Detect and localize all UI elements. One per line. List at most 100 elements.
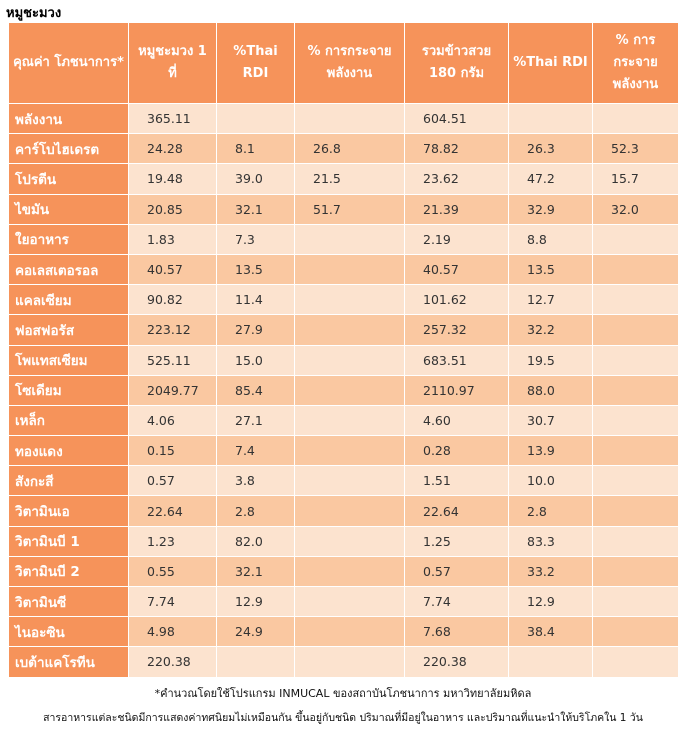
table-row: สังกะสี 0.57 3.8 1.51 10.0 [8,465,679,497]
table-cell: 20.85 [128,193,217,225]
table-row: โพแทสเซียม 525.11 15.0 683.51 19.5 [8,344,679,376]
table-cell: 4.98 [128,616,217,648]
table-cell: 1.23 [128,525,217,557]
table-cell: 83.3 [508,525,593,557]
row-label: วิตามินบี 2 [8,555,129,588]
table-cell [294,223,405,255]
table-cell: 7.74 [128,585,217,618]
table-row: คอเลสเตอรอล 40.57 13.5 40.57 13.5 [8,253,679,286]
table-row: ไขมัน 20.85 32.1 51.7 21.39 32.9 32.0 [8,193,679,225]
table-cell [592,646,679,678]
table-cell: 15.7 [592,163,679,195]
table-cell: 11.4 [216,284,295,316]
table-cell [592,465,679,497]
header-thai-rdi-with-rice: %Thai RDI [508,22,593,104]
table-cell: 90.82 [128,284,217,316]
table-cell [508,646,593,678]
row-label: ฟอสฟอรัส [8,314,129,346]
table-cell [592,435,679,467]
table-row: เหล็ก 4.06 27.1 4.60 30.7 [8,404,679,437]
table-cell: 220.38 [128,646,217,678]
table-cell: 27.9 [216,314,295,346]
header-energy-distribution: % การกระจาย พลังงาน [294,22,405,104]
table-cell: 51.7 [294,193,405,225]
header-nutrient: คุณค่า โภชนาการ* [8,22,129,104]
table-cell: 0.57 [128,465,217,497]
table-cell [592,555,679,588]
table-cell: 2.8 [216,495,295,527]
table-cell: 13.9 [508,435,593,467]
table-cell: 0.15 [128,435,217,467]
row-label: โปรตีน [8,163,129,195]
row-label: คาร์โบไฮเดรต [8,133,129,165]
row-label: ใยอาหาร [8,223,129,255]
table-cell: 26.3 [508,133,593,165]
header-row: คุณค่า โภชนาการ* หมูชะมวง 1 ที่ %Thai RD… [8,22,679,104]
row-label: แคลเซียม [8,284,129,316]
table-cell: 7.4 [216,435,295,467]
table-cell [592,585,679,618]
table-cell: 24.9 [216,616,295,648]
table-cell: 23.62 [404,163,509,195]
nutrition-table: คุณค่า โภชนาการ* หมูชะมวง 1 ที่ %Thai RD… [8,22,679,678]
table-cell: 683.51 [404,344,509,376]
table-cell: 52.3 [592,133,679,165]
table-cell: 7.3 [216,223,295,255]
table-row: เบต้าแคโรทีน 220.38 220.38 [8,646,679,678]
table-cell: 30.7 [508,404,593,437]
table-cell: 12.7 [508,284,593,316]
table-row: แคลเซียม 90.82 11.4 101.62 12.7 [8,284,679,316]
table-cell: 82.0 [216,525,295,557]
table-cell: 7.74 [404,585,509,618]
table-cell: 8.8 [508,223,593,255]
footnote-note: สารอาหารแต่ละชนิดมีการแสดงค่าทศนิยมไม่เห… [43,712,643,724]
table-cell: 19.5 [508,344,593,376]
table-cell: 1.51 [404,465,509,497]
table-cell [294,284,405,316]
row-label: พลังงาน [8,102,129,135]
table-row: วิตามินซี 7.74 12.9 7.74 12.9 [8,585,679,618]
table-cell: 88.0 [508,374,593,406]
table-cell [294,314,405,346]
header-thai-rdi: %Thai RDI [216,22,295,104]
table-row: วิตามินเอ 22.64 2.8 22.64 2.8 [8,495,679,527]
table-cell: 2110.97 [404,374,509,406]
table-cell: 13.5 [508,253,593,286]
header-with-rice: รวมข้าวสวย 180 กรัม [404,22,509,104]
table-cell: 257.32 [404,314,509,346]
table-cell: 33.2 [508,555,593,588]
table-cell: 7.68 [404,616,509,648]
table-cell: 4.60 [404,404,509,437]
header-serving: หมูชะมวง 1 ที่ [128,22,217,104]
table-cell: 22.64 [128,495,217,527]
table-cell [592,525,679,557]
table-cell: 21.39 [404,193,509,225]
table-cell [294,555,405,588]
table-cell: 1.25 [404,525,509,557]
table-cell [592,102,679,135]
table-cell [294,646,405,678]
table-cell: 525.11 [128,344,217,376]
table-cell [294,374,405,406]
table-cell: 26.8 [294,133,405,165]
row-label: โพแทสเซียม [8,344,129,376]
table-cell: 4.06 [128,404,217,437]
table-cell [592,314,679,346]
table-cell: 78.82 [404,133,509,165]
table-cell [294,585,405,618]
table-cell [592,404,679,437]
table-cell: 32.1 [216,555,295,588]
row-label: ไขมัน [8,193,129,225]
row-label: วิตามินบี 1 [8,525,129,557]
footnote-source: *คำนวณโดยใช้โปรแกรม INMUCAL ของสถาบันโภช… [154,687,532,700]
table-cell: 32.1 [216,193,295,225]
table-cell [294,465,405,497]
table-cell [216,646,295,678]
table-cell: 13.5 [216,253,295,286]
table-cell: 24.28 [128,133,217,165]
table-row: วิตามินบี 1 1.23 82.0 1.25 83.3 [8,525,679,557]
header-energy-distribution-with-rice: % การ กระจาย พลังงาน [592,22,679,104]
table-cell: 12.9 [508,585,593,618]
table-cell [592,253,679,286]
row-label: ทองแดง [8,435,129,467]
